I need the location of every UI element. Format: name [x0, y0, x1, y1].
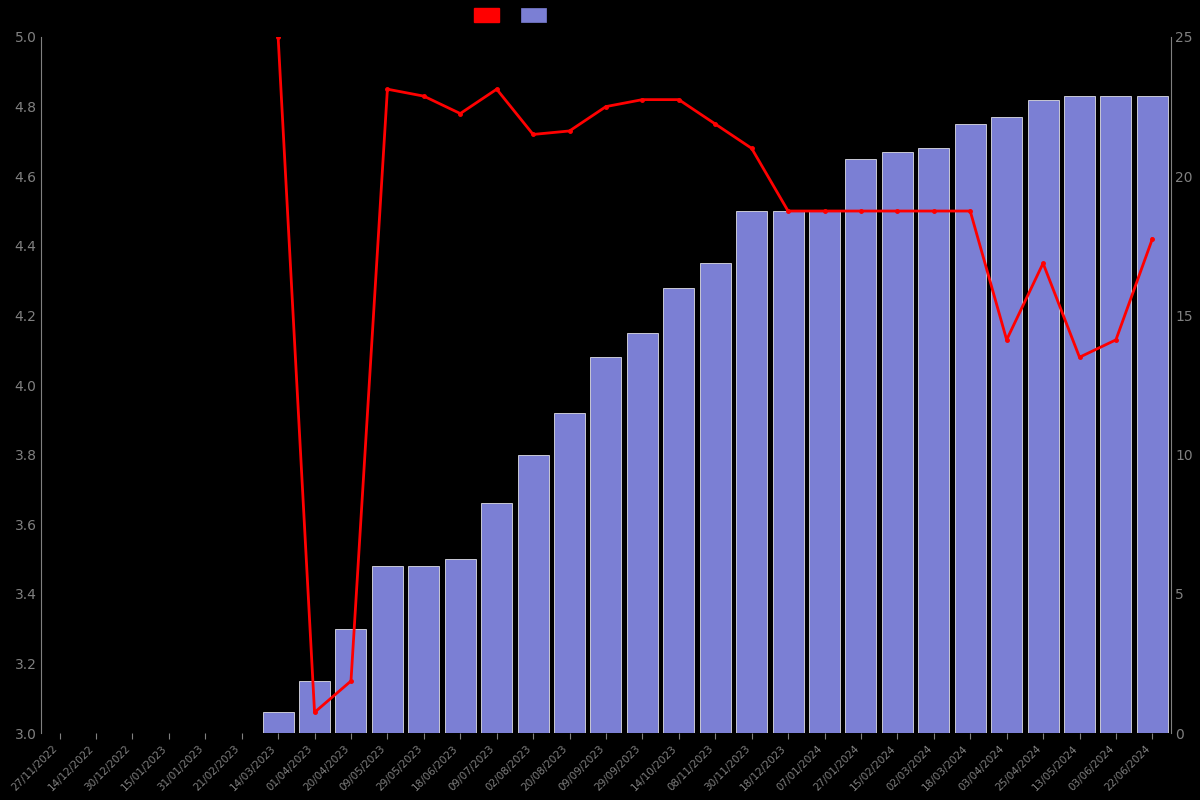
Bar [736, 211, 767, 734]
Bar [1064, 96, 1094, 734]
Bar [299, 681, 330, 734]
Bar [445, 559, 475, 734]
Bar [846, 159, 876, 734]
Bar [809, 211, 840, 734]
Bar [481, 503, 512, 734]
Bar [372, 566, 403, 734]
Bar [517, 454, 548, 734]
Bar [664, 288, 695, 734]
Bar [554, 413, 586, 734]
Bar [1027, 100, 1058, 734]
Bar [1100, 96, 1132, 734]
Legend: , : , [468, 2, 563, 28]
Bar [773, 211, 804, 734]
Bar [626, 333, 658, 734]
Bar [991, 117, 1022, 734]
Bar [590, 358, 622, 734]
Bar [955, 124, 985, 734]
Bar [263, 712, 294, 734]
Bar [336, 629, 366, 734]
Bar [1136, 96, 1168, 734]
Bar [700, 263, 731, 734]
Bar [882, 152, 913, 734]
Bar [918, 148, 949, 734]
Bar [408, 566, 439, 734]
